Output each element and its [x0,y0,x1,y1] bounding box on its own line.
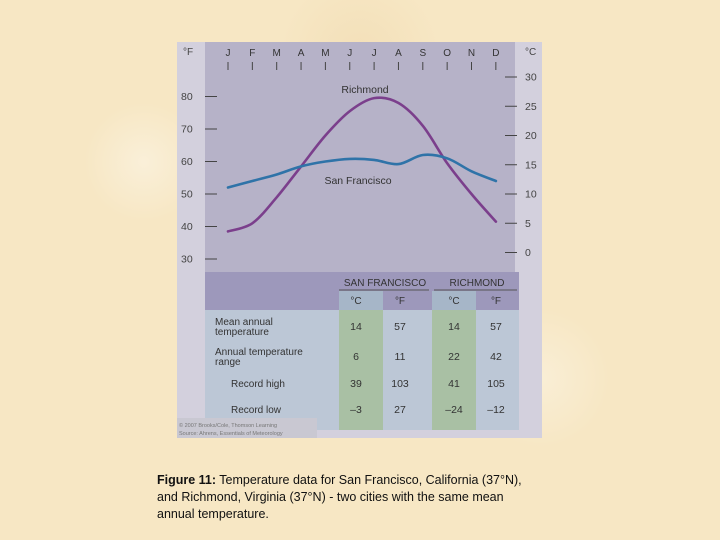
month-label: D [492,48,499,59]
month-label: J [226,48,231,59]
table-cell: 103 [391,378,409,390]
y-tick-label-f: 70 [181,124,193,136]
table-cell: 39 [350,378,362,390]
credit-text: © 2007 Brooks/Cole, Thomson Learning [179,422,277,429]
month-label: F [249,48,255,59]
table-cell: –3 [350,404,362,416]
y-tick-label-c: 25 [525,101,537,113]
table-cell: 42 [490,351,502,363]
month-label: J [347,48,352,59]
table-cell: 57 [394,321,406,333]
series-line-richmond [226,96,498,233]
y-tick-label-c: 20 [525,130,537,142]
table-cell: 22 [448,351,460,363]
y-tick-label-f: 60 [181,156,193,168]
month-label: M [273,48,281,59]
y-tick-label-f: 50 [181,189,193,201]
month-label: A [298,48,305,59]
plot-area [205,42,515,272]
month-label: A [395,48,402,59]
temperature-figure: °F °C J F M A M J J A S O N D 30 40 50 60 70 80 0 5 10 15 20 25 30… [177,42,542,438]
table-unit-header: °F [395,296,405,307]
month-label: O [443,48,451,59]
table-col-sf-c [339,291,383,430]
table-cell: 27 [394,404,406,416]
table-city-header: RICHMOND [450,278,505,289]
y-tick-label-c: 30 [525,72,537,84]
table-row-label: range [215,357,241,368]
table-unit-header: °F [491,296,501,307]
table-cell: 11 [395,351,406,363]
month-label: M [321,48,329,59]
table-cell: 105 [487,378,505,390]
table-row-label: Mean annual [215,317,273,328]
table-cell: 14 [448,321,460,333]
caption-text: Temperature data for San Francisco, Cali… [157,473,522,521]
series-line-san-francisco [226,153,498,189]
figure-caption: Figure 11: Temperature data for San Fran… [157,472,537,523]
table-row-label: Annual temperature [215,347,303,358]
table-unit-cell-bg [339,291,383,310]
table-row-label: Record high [231,379,285,390]
y-tick-label-f: 80 [181,91,193,103]
table-cell: –12 [487,404,505,416]
month-label: J [372,48,377,59]
y-tick-label-c: 15 [525,159,537,171]
y-tick-label-c: 5 [525,218,531,230]
table-city-header: SAN FRANCISCO [344,278,426,289]
table-unit-header: °C [448,296,459,307]
table-cell: 6 [353,351,359,363]
y-tick-label-f: 30 [181,254,193,266]
credit-text: Source: Ahrens, Essentials of Meteorolog… [179,431,283,437]
table-cell: 14 [350,321,362,333]
month-label: N [468,48,475,59]
table-unit-header: °C [350,296,361,307]
table-row-label: temperature [215,327,269,338]
series-label-san-francisco: San Francisco [324,175,391,187]
temperature-chart: °F °C J F M A M J J A S O N D 30 40 50 60 70 80 0 5 10 15 20 25 30… [177,42,537,438]
table-col-rich-c [432,291,476,430]
table-cell: 41 [448,378,460,390]
y-tick-label-c: 10 [525,189,537,201]
month-label: S [419,48,426,59]
caption-label: Figure 11: [157,473,217,487]
table-row-label: Record low [231,405,282,416]
y-tick-label-f: 40 [181,221,193,233]
unit-label-f: °F [183,47,193,58]
table-unit-cell-bg [432,291,476,310]
series-label-richmond: Richmond [341,84,388,96]
unit-label-c: °C [525,47,536,58]
table-cell: –24 [445,404,463,416]
credit-bg [177,418,317,438]
table-cell: 57 [490,321,502,333]
y-tick-label-c: 0 [525,247,531,259]
